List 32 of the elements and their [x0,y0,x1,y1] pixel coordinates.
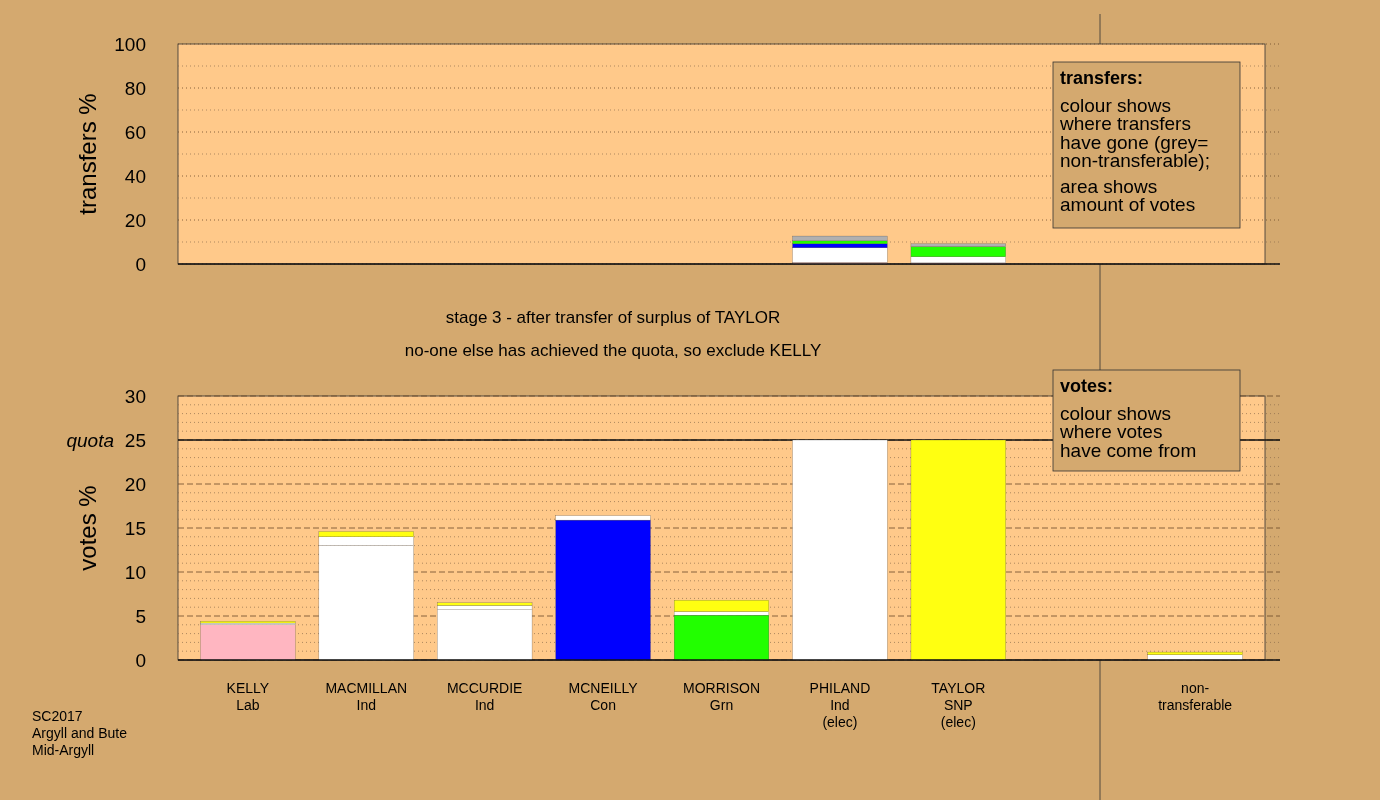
x-tick-label: MORRISON Grn [683,680,760,713]
y-tick-label: 5 [135,606,146,627]
x-tick-label: non- transferable [1158,680,1233,713]
y-tick-label: 80 [124,78,146,99]
ref-line-label: quota [66,430,114,451]
x-tick-label: KELLY Lab [226,680,270,713]
y-tick-label: 0 [135,254,146,275]
x-tick-label: TAYLOR SNP (elec) [931,680,986,730]
annotation: votes: [1060,376,1114,396]
annotation: colour shows where votes have come from [1059,402,1197,461]
y-tick-label: 20 [124,210,146,231]
x-tick-label: MCCURDIE Ind [446,680,523,713]
y-tick-label: 40 [124,166,146,187]
x-tick-label: MACMILLAN Ind [325,680,408,713]
y-axis-title: votes % [74,485,101,571]
annotation: transfers: [1060,68,1144,88]
annotation: colour shows where transfers have gone (grey= non-transferable); [1059,94,1210,171]
y-axis-title: transfers % [74,93,101,215]
y-tick-label: 60 [124,122,146,143]
x-tick-label: PHILAND Ind (elec) [809,680,871,730]
y-tick-label: 0 [135,650,146,671]
chart-subtitle: no-one else has achieved the quota, so exclude KELLY [404,341,822,360]
y-tick-label: 10 [124,562,146,583]
y-tick-label: 25 [124,430,146,451]
y-tick-label: 100 [114,34,146,55]
y-tick-label: 15 [124,518,146,539]
text: SC2017 Argyll and Bute Mid-Argyll [32,708,128,758]
chart-title: stage 3 - after transfer of surplus of TAYLOR [445,308,781,327]
y-tick-label: 30 [124,386,146,407]
x-tick-label: MCNEILLY Con [568,680,639,713]
annotation: area shows amount of votes [1060,175,1196,215]
y-tick-label: 20 [124,474,146,495]
